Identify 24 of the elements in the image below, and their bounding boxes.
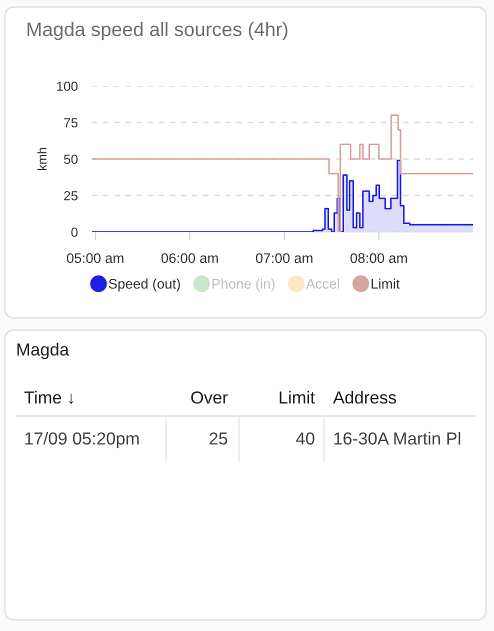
x-tick-label: 07:00 am — [256, 253, 312, 264]
text: Address — [333, 390, 396, 404]
legend-label: Accel — [306, 278, 340, 289]
y-tick-label: 0 — [71, 228, 78, 237]
text: Over — [191, 391, 228, 404]
chart-title: Magda speed all sources (4hr) — [28, 22, 288, 40]
x-tick-label: 06:00 am — [161, 253, 218, 264]
y-tick-label: 75 — [64, 118, 78, 128]
text: 25 — [210, 432, 228, 445]
x-tick-label: 05:00 am — [66, 253, 124, 264]
legend-label: Phone (in) — [212, 278, 275, 292]
legend-label: Speed (out) — [108, 278, 180, 292]
legend-label: Limit — [372, 278, 400, 289]
text: 17/09 05:20pm — [25, 432, 139, 448]
text: 40 — [296, 432, 314, 445]
text: 16-30A Martin Pl — [334, 432, 460, 445]
y-tick-label: 100 — [57, 82, 78, 91]
x-tick-label: 08:00 am — [350, 253, 407, 264]
y-tick-label: 50 — [64, 154, 78, 164]
text: Magda — [17, 342, 70, 360]
y-axis-title: kmh — [37, 148, 46, 170]
text: Limit — [280, 390, 315, 404]
y-tick-label: 25 — [64, 191, 78, 200]
text: Time ↓ — [24, 390, 74, 404]
